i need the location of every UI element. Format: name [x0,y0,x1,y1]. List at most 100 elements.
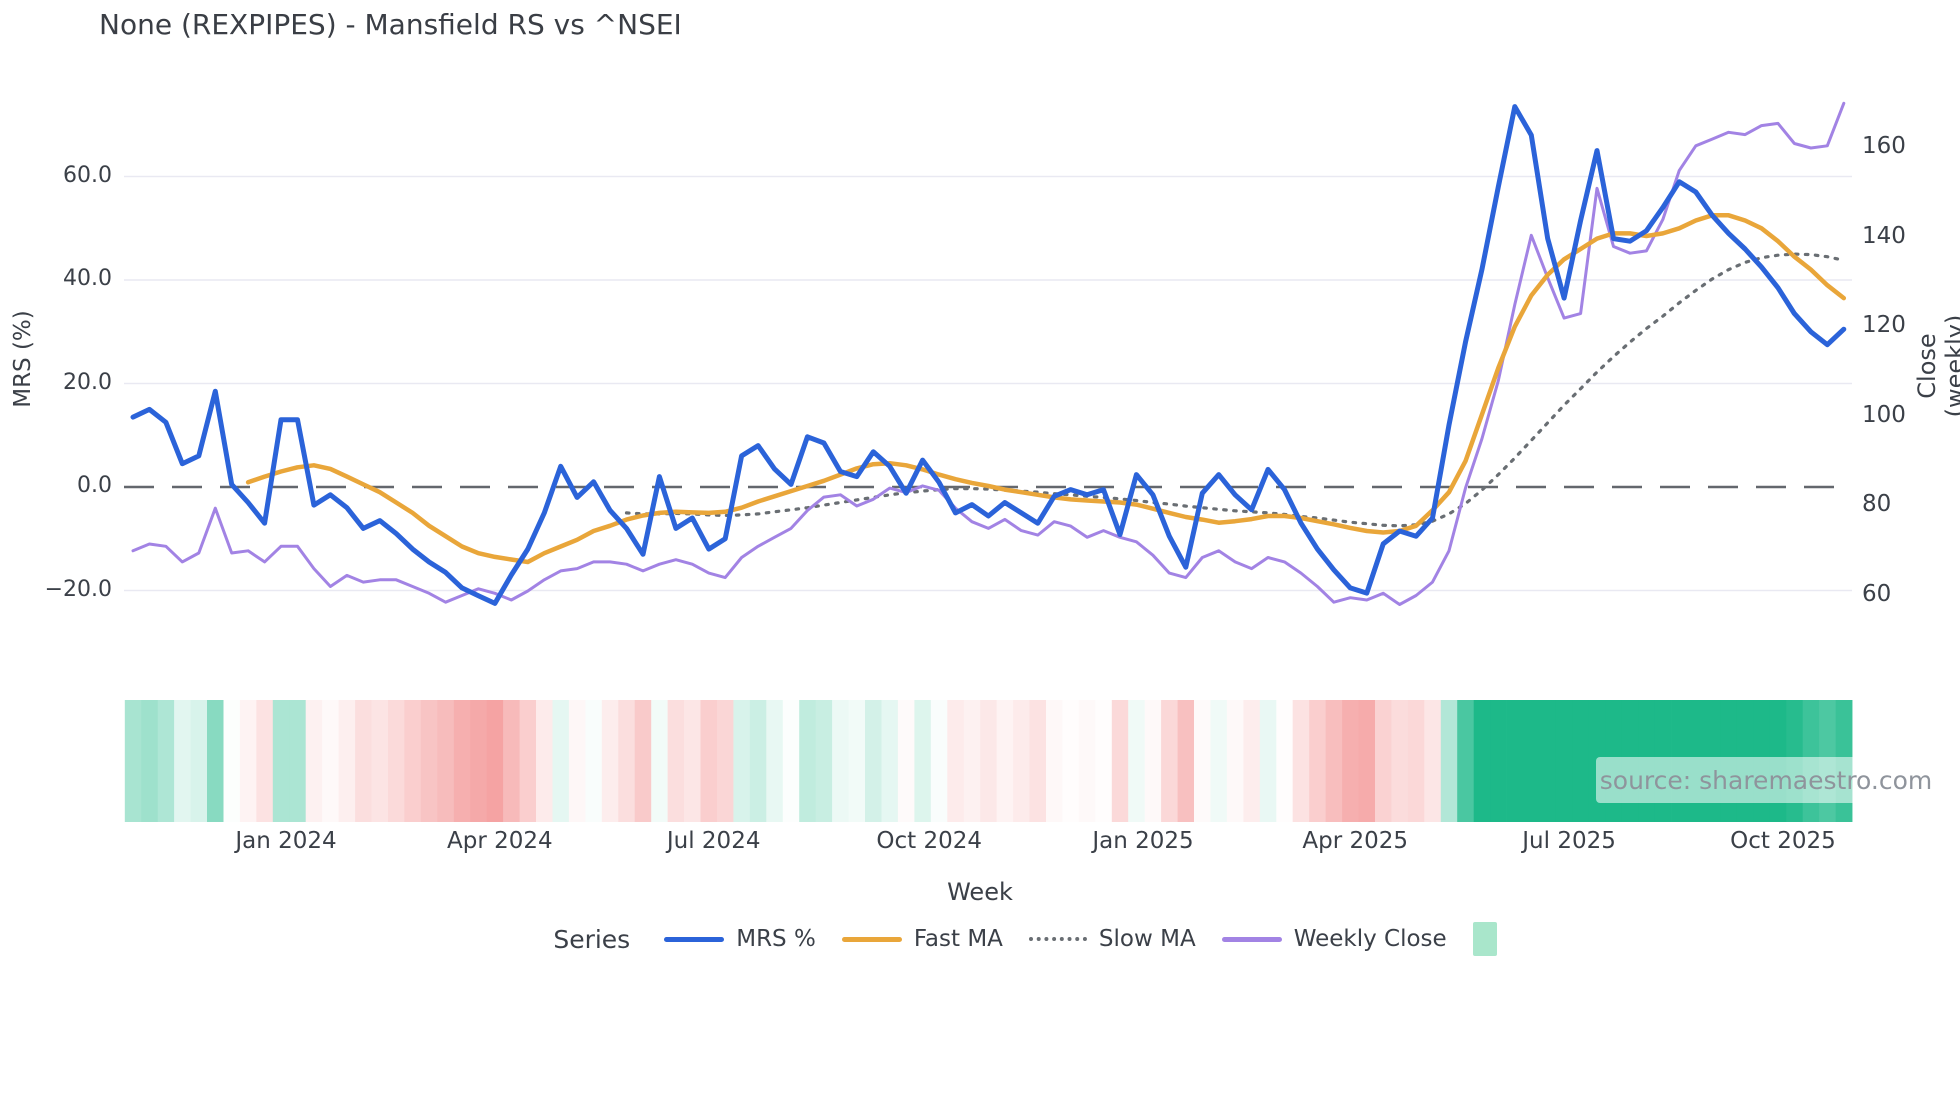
band-week-cell [1111,700,1129,822]
band-week-cell [1177,700,1195,822]
band-week-cell [651,700,669,822]
band-week-cell [1424,700,1442,822]
band-week-cell [239,700,257,822]
series-line-mrs-[interactable] [130,104,1847,606]
legend-item-band[interactable] [1472,922,1497,956]
band-week-cell [207,700,224,822]
band-week-cell [371,700,389,822]
band-week-cell [733,700,751,822]
band-week-cell [1095,700,1113,822]
left-axis-tick: 60.0 [63,162,112,188]
band-week-cell [684,700,701,822]
legend-label-fast-ma: Fast MA [913,926,1003,952]
band-week-cell [1161,700,1178,822]
x-axis-tick: Oct 2024 [876,828,982,854]
band-week-cell [1029,700,1047,822]
band-week-cell [1506,700,1524,822]
band-week-cell [914,700,932,822]
band-week-cell [1358,700,1376,822]
x-axis-tick: Jan 2024 [235,828,337,854]
legend-swatch-weekly-close [1221,936,1282,942]
right-axis-tick: 140 [1862,222,1906,249]
band-week-cell [963,700,981,822]
band-week-cell [470,700,488,822]
band-week-cell [1210,700,1228,822]
band-week-cell [1555,700,1573,822]
band-week-cell [552,700,570,822]
band-week-cell [799,700,817,822]
band-week-cell [1325,700,1343,822]
band-week-cell [1128,700,1146,822]
band-week-cell [1375,700,1392,822]
series-line-slow-ma[interactable] [624,252,1846,528]
right-axis-tick: 120 [1862,312,1906,338]
band-week-cell [996,700,1014,822]
band-week-cell [980,700,998,822]
band-week-cell [503,700,520,822]
band-week-cell [1013,700,1030,822]
band-week-cell [157,700,175,822]
legend-swatch-fast-ma [841,936,902,942]
band-week-cell [897,700,915,822]
band-week-cell [1473,700,1491,822]
band-week-cell [256,700,274,822]
band-week-cell [486,700,504,822]
band-week-cell [1276,700,1294,822]
legend-item-mrs[interactable]: MRS % [664,926,816,952]
legend-label-slow-ma: Slow MA [1098,926,1196,952]
band-week-cell [453,700,471,822]
band-week-cell [190,700,208,822]
band-week-cell [1292,700,1310,822]
right-axis-title: Close (weekly) [1913,314,1960,418]
band-week-cell [881,700,899,822]
band-week-cell [1078,700,1096,822]
band-week-cell [717,700,734,822]
left-axis-tick: −20.0 [44,576,112,602]
band-week-cell [1457,700,1475,822]
band-week-cell [1259,700,1277,822]
right-axis-tick: 60 [1862,580,1892,607]
band-week-cell [536,700,553,822]
band-week-cell [223,700,241,822]
band-week-cell [601,700,619,822]
legend-item-weekly-close[interactable]: Weekly Close [1221,926,1447,952]
chart-title: None (REXPIPES) - Mansfield RS vs ^NSEI [99,8,682,41]
band-week-cell [1539,700,1557,822]
left-axis-title: MRS (%) [10,310,36,408]
band-week-cell [865,700,882,822]
band-week-cell [947,700,965,822]
band-week-cell [141,700,159,822]
x-axis-tick: Apr 2025 [1302,828,1409,854]
band-week-cell [124,700,142,822]
legend-series-label: Series [553,924,631,954]
legend-item-slow-ma[interactable]: Slow MA [1028,926,1196,952]
band-week-cell [1226,700,1244,822]
legend-swatch-mrs [664,936,725,942]
series-line-fast-ma[interactable] [245,213,1847,565]
band-week-cell [388,700,405,822]
left-axis-tick: 0.0 [77,473,112,498]
band-week-cell [667,700,685,822]
band-week-cell [782,700,800,822]
legend-item-fast-ma[interactable]: Fast MA [841,926,1003,952]
legend: Series MRS % Fast MA Slow MA Weekly Close [0,922,1960,956]
band-week-cell [289,700,307,822]
band-week-cell [1523,700,1540,822]
band-week-cell [355,700,372,822]
band-week-cell [1243,700,1261,822]
band-week-cell [1046,700,1063,822]
x-axis-title: Week [947,878,1013,906]
band-week-cell [1572,700,1590,822]
legend-label-mrs: MRS % [736,926,816,952]
right-axis-tick: 160 [1862,133,1906,159]
x-axis-tick: Apr 2024 [447,828,553,854]
series-line-weekly-close[interactable] [131,101,1846,606]
band-week-cell [832,700,849,822]
band-week-cell [930,700,948,822]
band-week-cell [568,700,586,822]
x-axis-tick: Jan 2025 [1092,828,1194,854]
band-week-cell [749,700,767,822]
x-axis-tick: Jul 2024 [666,828,761,854]
band-week-cell [1407,700,1425,822]
x-axis-tick: Oct 2025 [1730,828,1836,854]
